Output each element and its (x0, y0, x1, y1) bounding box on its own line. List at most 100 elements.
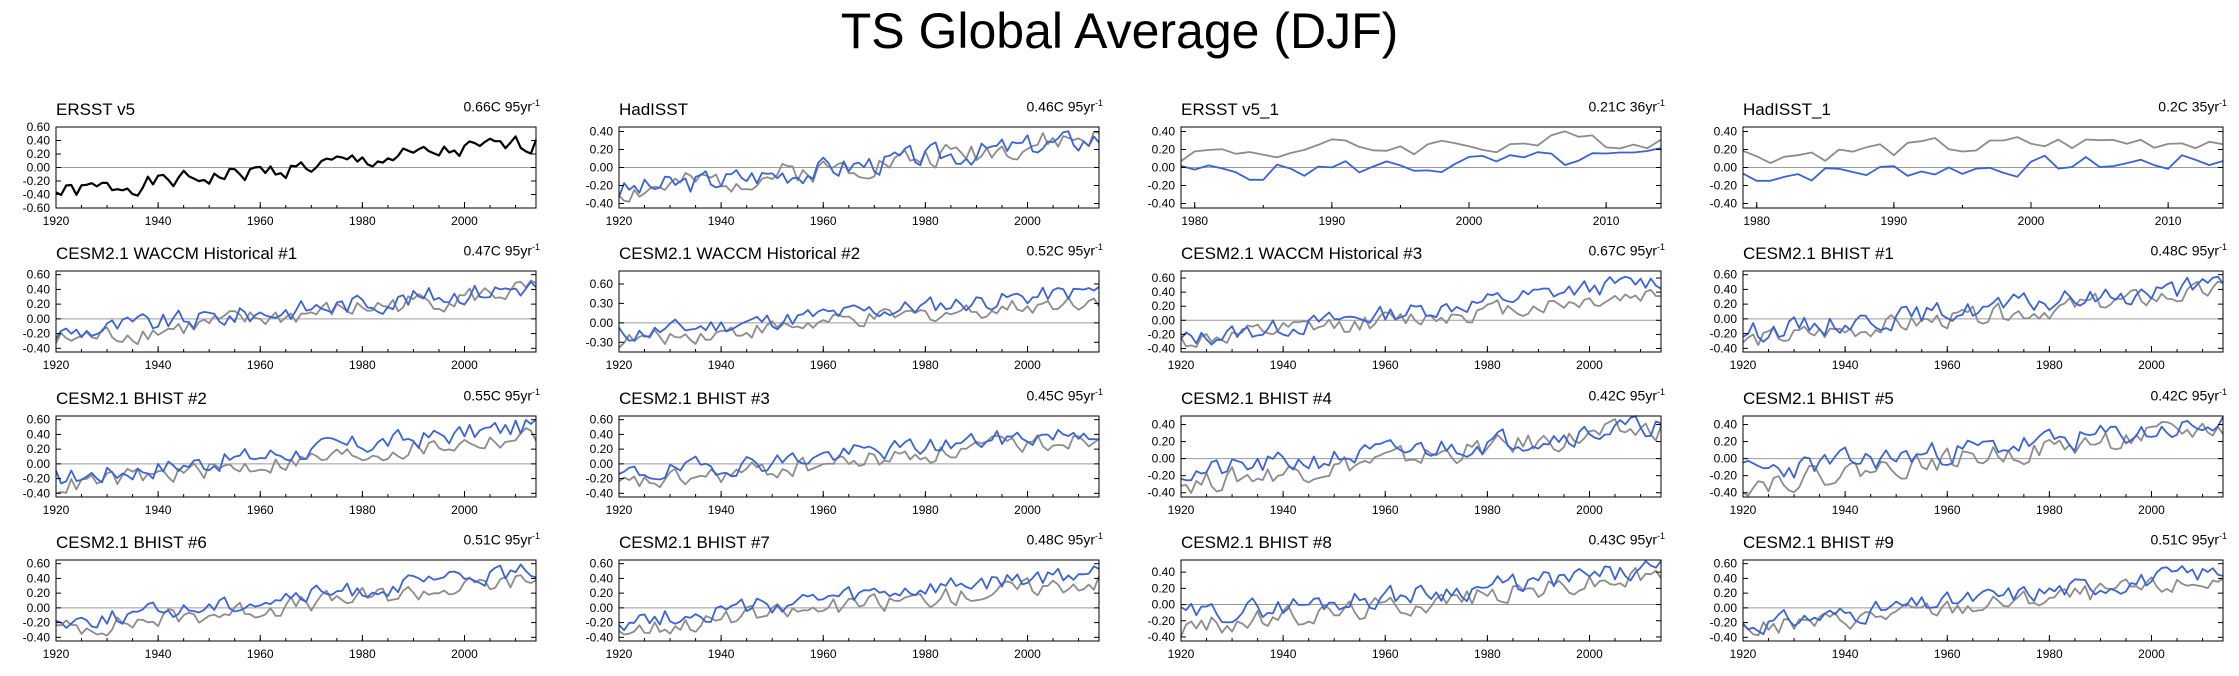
y-tick-label: 0.60 (27, 268, 51, 282)
x-tick-label: 1920 (1730, 647, 1757, 661)
x-tick-label: 1960 (810, 358, 837, 372)
panel-plot: 0.40 0.20 0.00 -0.20 -0.40 1920 1940 1960 1980 20… (1148, 559, 1662, 661)
y-tick-label: -0.20 (1710, 179, 1738, 193)
trend-label: 0.48C 95yr-1 (1027, 531, 1104, 548)
y-tick-label: 0.60 (1714, 557, 1738, 571)
x-tick-label: 1960 (247, 214, 274, 228)
x-tick-label: 1920 (43, 503, 70, 517)
x-tick-label: 1980 (1474, 503, 1501, 517)
y-tick-label: 0.60 (590, 277, 614, 291)
trend-value: 0.46C 95yr (1026, 98, 1095, 115)
trend-label: 0.67C 95yr-1 (1589, 242, 1666, 259)
x-tick-label: 1960 (1934, 503, 1961, 517)
chart-panel: CESM2.1 WACCM Historical #2 0.52C 95yr-1 0… (563, 242, 1103, 372)
y-tick-label: 0.40 (1714, 125, 1738, 139)
x-tick-label: 1940 (145, 647, 172, 661)
trend-label: 0.55C 95yr-1 (464, 387, 541, 404)
x-tick-label: 2000 (451, 647, 478, 661)
y-tick-label: 0.20 (27, 297, 51, 311)
y-tick-label: -0.40 (1148, 341, 1176, 355)
y-tick-label: 0.00 (27, 161, 51, 175)
y-tick-label: -0.40 (23, 630, 51, 644)
series-line (55, 574, 537, 637)
x-tick-label: 1920 (606, 647, 633, 661)
trend-exponent: -1 (531, 242, 540, 252)
panel-title: CESM2.1 WACCM Historical #1 (56, 244, 298, 263)
y-tick-label: 0.40 (1714, 418, 1738, 432)
y-tick-label: -0.40 (1148, 197, 1176, 211)
y-tick-label: 0.40 (1152, 125, 1176, 139)
chart-panel: ERSST v5 0.66C 95yr-1 0.60 0.40 0.20 0.00 -0.2… (0, 98, 541, 228)
panel-title: HadISST (619, 100, 688, 119)
chart-panel: CESM2.1 BHIST #7 0.48C 95yr-1 0.60 0.40 0.20… (563, 531, 1104, 661)
y-tick-label: -0.40 (1710, 630, 1738, 644)
plot-frame (1180, 270, 1662, 353)
x-tick-label: 1980 (1474, 647, 1501, 661)
series-line (618, 130, 1100, 198)
panel-title: ERSST v5_1 (1181, 100, 1279, 119)
y-tick-label: 0.40 (1714, 282, 1738, 296)
trend-label: 0.51C 95yr-1 (464, 531, 541, 548)
trend-value: 0.43C 95yr (1588, 531, 1657, 548)
plot-frame (55, 415, 537, 498)
series-line (55, 563, 537, 629)
x-tick-label: 2010 (2155, 214, 2182, 228)
x-tick-label: 1920 (43, 647, 70, 661)
trend-value: 0.42C 95yr (2150, 387, 2219, 404)
x-tick-label: 1960 (810, 214, 837, 228)
trend-label: 0.2C 35yr-1 (2158, 98, 2227, 115)
trend-exponent: -1 (1656, 98, 1665, 108)
trend-value: 0.42C 95yr (1588, 387, 1657, 404)
y-tick-label: -0.40 (586, 630, 614, 644)
y-tick-label: 0.40 (27, 427, 51, 441)
trend-label: 0.46C 95yr-1 (1027, 98, 1104, 115)
y-tick-label: 0.40 (1714, 571, 1738, 585)
trend-value: 0.66C 95yr (463, 98, 532, 115)
plot-frame (1742, 415, 2224, 498)
chart-panel: CESM2.1 BHIST #2 0.55C 95yr-1 0.60 0.40 0.20… (0, 387, 541, 517)
y-tick-label: 0.00 (590, 316, 614, 330)
x-tick-label: 1960 (810, 503, 837, 517)
y-tick-label: -0.20 (586, 616, 614, 630)
x-tick-label: 1940 (708, 214, 735, 228)
x-tick-label: 1990 (1881, 214, 1908, 228)
x-tick-label: 2000 (2138, 503, 2165, 517)
trend-exponent: -1 (1094, 387, 1103, 397)
series-line (1742, 154, 2224, 182)
y-tick-label: 0.60 (590, 413, 614, 427)
series-line (55, 279, 537, 346)
panel-title: ERSST v5 (56, 100, 136, 119)
series-line (55, 427, 537, 495)
series-line (618, 297, 1100, 349)
trend-label: 0.42C 95yr-1 (2151, 387, 2228, 404)
y-tick-label: -0.20 (1148, 179, 1176, 193)
y-tick-label: 0.00 (1152, 452, 1176, 466)
y-tick-label: -0.40 (23, 486, 51, 500)
y-tick-label: -0.20 (1148, 327, 1176, 341)
y-tick-label: 0.20 (1152, 581, 1176, 595)
y-tick-label: 0.00 (1152, 313, 1176, 327)
x-tick-label: 1980 (349, 503, 376, 517)
trend-label: 0.66C 95yr-1 (464, 98, 541, 115)
y-tick-label: 0.20 (1152, 299, 1176, 313)
x-tick-label: 1960 (247, 358, 274, 372)
series-line (1180, 418, 1662, 494)
y-tick-label: -0.40 (1710, 486, 1738, 500)
x-tick-label: 2000 (1576, 647, 1603, 661)
x-tick-label: 1980 (1181, 214, 1208, 228)
panel-title: CESM2.1 WACCM Historical #3 (1181, 244, 1423, 263)
x-tick-label: 1960 (1372, 503, 1399, 517)
y-tick-label: 0.20 (1152, 143, 1176, 157)
plot-frame (618, 559, 1100, 642)
x-tick-label: 1960 (1372, 358, 1399, 372)
x-tick-label: 1940 (1832, 647, 1859, 661)
panel-title: CESM2.1 BHIST #1 (1743, 244, 1894, 263)
chart-panel: CESM2.1 WACCM Historical #3 0.67C 95yr-1 0… (1125, 242, 1666, 372)
x-tick-label: 2000 (451, 214, 478, 228)
x-tick-label: 2000 (1014, 214, 1041, 228)
panel-title: CESM2.1 BHIST #2 (56, 389, 207, 408)
x-tick-label: 1920 (606, 503, 633, 517)
plot-frame (55, 559, 537, 642)
chart-panel: CESM2.1 BHIST #4 0.42C 95yr-1 0.40 0.20 0.00… (1125, 387, 1665, 517)
x-tick-label: 1940 (145, 503, 172, 517)
